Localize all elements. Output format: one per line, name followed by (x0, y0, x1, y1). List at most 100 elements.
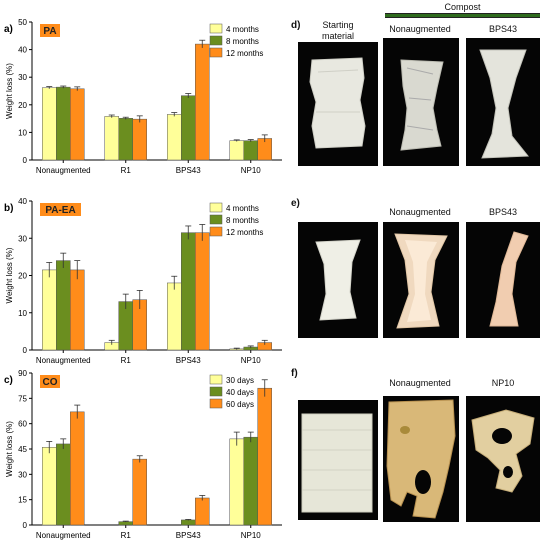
panel-label: c) (4, 375, 13, 386)
bar-40-days (56, 443, 71, 526)
x-tick-label: Nonaugmented (36, 356, 91, 365)
bar-4-months (42, 269, 57, 351)
chart-tag: CO (43, 377, 58, 388)
y-tick-label: 90 (18, 369, 27, 378)
legend-swatch (209, 214, 223, 225)
bar-8-months (243, 140, 258, 161)
legend-swatch (209, 47, 223, 58)
panel-label-f: f) (291, 368, 298, 379)
y-axis-label: Weight loss (%) (5, 63, 14, 119)
charts-area: 0 10 20 30 40 50 Weight loss (%) a) PA Nonaugment… (4, 18, 282, 540)
photo-d-starting-material (298, 42, 378, 166)
y-tick-label: 20 (18, 101, 27, 110)
legend-label: 60 days (226, 400, 254, 409)
bar-60-days (257, 387, 272, 526)
photo-e-nonaugmented (383, 222, 459, 338)
legend-label: 8 months (226, 37, 259, 46)
chart-tag: PA (43, 26, 56, 37)
nonaugmented-label-d: Nonaugmented (389, 24, 451, 34)
bar-4-months (167, 282, 182, 351)
chart-tag-background (40, 375, 60, 388)
starting-label-line1: Starting (322, 20, 354, 30)
bar-8-months (56, 86, 71, 161)
legend-swatch (209, 374, 223, 385)
x-tick-label: BPS43 (176, 356, 201, 365)
y-tick-label: 10 (18, 309, 27, 318)
bar-40-days (181, 519, 196, 526)
bar-60-days (195, 497, 210, 526)
panel-label-e: e) (291, 198, 300, 209)
y-axis-label: Weight loss (%) (5, 247, 14, 303)
legend-label: 30 days (226, 376, 254, 385)
bar-4-months (229, 140, 244, 161)
x-tick-label: R1 (121, 356, 132, 365)
y-axis-label: Weight loss (%) (5, 421, 14, 477)
compost-label: Compost (444, 2, 481, 12)
legend-label: 4 months (226, 25, 259, 34)
bar-4-months (42, 87, 57, 161)
y-tick-label: 45 (18, 445, 27, 454)
legend-label: 40 days (226, 388, 254, 397)
x-tick-label: BPS43 (176, 166, 201, 175)
bar-40-days (243, 436, 258, 526)
legend-swatch (209, 23, 223, 34)
chart-1: 0 10 20 30 40 50 Weight loss (%) a) PA Nonaugment… (4, 18, 282, 175)
chart-tag: PA-EA (45, 205, 75, 216)
fabric-sample-image (309, 57, 366, 149)
chart-2: 0 10 20 30 40 Weight loss (%) b) PA-EA Nonaugmen… (4, 197, 282, 365)
panel-label-d: d) (291, 20, 301, 31)
y-tick-label: 20 (18, 272, 27, 281)
fabric-sample-image (386, 399, 456, 519)
fabric-sample-image (479, 49, 530, 159)
photo-f-np10 (466, 396, 540, 522)
bar-12-months (195, 43, 210, 161)
y-tick-label: 10 (18, 128, 27, 137)
bar-12-months (70, 88, 85, 161)
x-tick-label: NP10 (241, 166, 262, 175)
bar-30-days (229, 438, 244, 526)
chart-tag-background (40, 203, 81, 216)
panel-label: b) (4, 203, 13, 214)
bps43-label-e: BPS43 (488, 207, 518, 217)
chart-3: 0 15 30 45 60 75 90 Weight loss (%) c) CO Nonaugme… (4, 369, 282, 540)
y-tick-label: 75 (18, 394, 27, 403)
bar-60-days (70, 411, 85, 526)
starting-label-line2: material (321, 31, 354, 41)
y-tick-label: 15 (18, 496, 27, 505)
photo-f-nonaugmented (383, 396, 459, 522)
bar-8-months (181, 232, 196, 351)
np10-label-f: NP10 (491, 378, 515, 388)
legend-label: 8 months (226, 216, 259, 225)
photo-d-bps43 (466, 38, 540, 166)
starting-material-label: Starting material (298, 20, 378, 42)
bar-8-months (118, 118, 133, 161)
y-tick-label: 0 (23, 156, 28, 165)
bar-4-months (104, 116, 119, 161)
photo-d-nonaugmented (383, 38, 459, 166)
fabric-sample-image (315, 239, 361, 321)
nonaugmented-label-f: Nonaugmented (389, 378, 451, 388)
y-tick-label: 40 (18, 197, 27, 206)
x-tick-label: R1 (121, 531, 132, 540)
legend-label: 12 months (226, 228, 263, 237)
legend-swatch (209, 226, 223, 237)
fabric-sample-image (489, 231, 529, 327)
legend-label: 4 months (226, 204, 259, 213)
legend-swatch (209, 202, 223, 213)
photo-e-bps43 (466, 222, 540, 338)
y-tick-label: 0 (23, 521, 28, 530)
legend-swatch (209, 386, 223, 397)
y-tick-label: 30 (18, 73, 27, 82)
fabric-sample-image (301, 413, 373, 513)
x-tick-label: NP10 (241, 531, 262, 540)
panel-label: a) (4, 24, 13, 35)
x-tick-label: Nonaugmented (36, 166, 91, 175)
x-tick-label: Nonaugmented (36, 531, 91, 540)
x-tick-label: BPS43 (176, 531, 201, 540)
bar-12-months (195, 232, 210, 351)
bar-8-months (181, 95, 196, 161)
bar-12-months (132, 118, 147, 161)
x-tick-label: NP10 (241, 356, 262, 365)
bar-12-months (70, 269, 85, 351)
